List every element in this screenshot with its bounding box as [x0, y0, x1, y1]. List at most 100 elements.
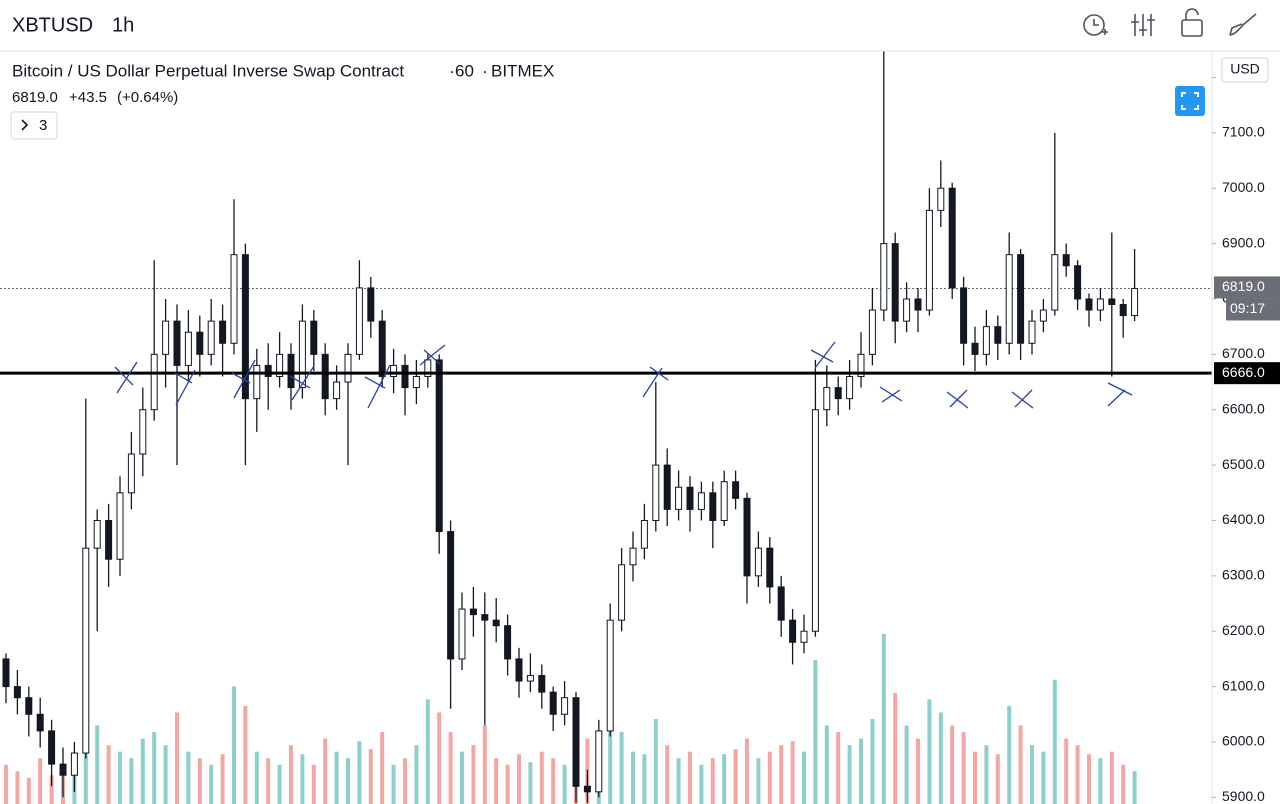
- candle-body: [1005, 254, 1013, 344]
- volume-bar: [1041, 751, 1046, 804]
- volume-bar: [425, 699, 430, 804]
- candle-body: [1028, 320, 1036, 344]
- candle-body: [264, 364, 272, 378]
- volume-bar: [254, 751, 259, 804]
- volume-bar: [904, 725, 909, 804]
- volume-bar: [1087, 754, 1091, 804]
- lock-icon-shackle: [1185, 8, 1199, 20]
- draw-icon[interactable]: [1229, 13, 1257, 36]
- candle-body: [253, 364, 261, 400]
- candle-body: [1039, 309, 1047, 322]
- volume-bar: [802, 751, 806, 804]
- candle-body: [435, 359, 443, 533]
- volume-bar: [950, 725, 955, 804]
- candle-body: [127, 453, 135, 494]
- volume-bar: [1121, 764, 1126, 804]
- last-price-label: 6819.0: [1222, 278, 1265, 294]
- candle-body: [583, 785, 591, 793]
- candle-body: [276, 353, 284, 378]
- currency-box: [1221, 57, 1269, 83]
- legend-title: Bitcoin / US Dollar Perpetual Inverse Sw…: [12, 61, 404, 80]
- candle-body: [720, 481, 728, 521]
- y-tick-label: 6900.0: [1222, 234, 1265, 250]
- candle-body: [606, 619, 614, 732]
- lock-icon[interactable]: [1181, 19, 1203, 37]
- volume-bar: [551, 758, 556, 804]
- candle-body: [914, 298, 922, 311]
- volume-bar: [767, 751, 772, 804]
- candle-body: [36, 713, 44, 732]
- candle-body: [766, 547, 774, 588]
- volume-bar: [175, 712, 179, 804]
- volume-bar: [266, 758, 271, 804]
- volume-bar: [403, 758, 407, 804]
- volume-bar: [414, 745, 419, 804]
- candle-body: [492, 619, 500, 627]
- volume-bar: [699, 764, 704, 804]
- volume-bar: [95, 725, 100, 804]
- candle-body: [401, 364, 409, 389]
- candle-body: [196, 331, 204, 355]
- candle-body: [846, 376, 854, 400]
- plot: [0, 49, 1212, 804]
- countdown-box: [1226, 298, 1280, 321]
- candle-body: [458, 608, 466, 660]
- candle-body: [504, 625, 512, 660]
- last-price-box: [1214, 276, 1280, 299]
- volume-bar: [368, 749, 373, 804]
- volume-bar: [494, 758, 499, 804]
- volume-bar: [836, 732, 841, 804]
- volume-bar: [1075, 745, 1080, 804]
- y-tick-label: 7000.0: [1222, 179, 1265, 195]
- y-tick-label: 6500.0: [1222, 456, 1265, 472]
- volume-bar: [311, 764, 316, 804]
- volume-bar: [209, 764, 214, 804]
- candle-body: [48, 730, 56, 765]
- candle-body: [1131, 287, 1139, 317]
- volume-bar: [847, 745, 852, 804]
- volume-bar: [881, 634, 886, 804]
- candle-body: [447, 531, 455, 660]
- candle-body: [1085, 298, 1093, 311]
- volume-bar: [961, 732, 966, 804]
- volume-bar: [676, 758, 681, 804]
- volume-bar: [4, 764, 8, 804]
- volume-bar: [619, 732, 624, 804]
- candle-body: [823, 387, 831, 411]
- volume-bar: [197, 758, 202, 804]
- settings-icon[interactable]: [1131, 14, 1155, 36]
- volume-bar: [1007, 705, 1012, 804]
- candle-body: [754, 547, 762, 577]
- candle-body: [697, 492, 705, 510]
- volume-bar: [517, 754, 521, 804]
- volume-bar: [448, 732, 453, 804]
- alert-icon[interactable]: [1083, 14, 1105, 36]
- volume-bar: [790, 741, 795, 804]
- candle-body: [1096, 298, 1104, 311]
- volume-bar: [539, 751, 544, 804]
- legend-last: 6819.0: [12, 89, 58, 106]
- candle-body: [960, 287, 968, 344]
- indicators-toggle[interactable]: [10, 111, 58, 140]
- legend-change: +43.5: [69, 89, 107, 106]
- volume-bar: [482, 725, 487, 804]
- candle-body: [777, 586, 785, 621]
- fullscreen-button[interactable]: [1175, 86, 1205, 116]
- candle-body: [82, 547, 90, 754]
- separator: ·: [449, 61, 455, 80]
- symbol[interactable]: XBTUSD: [12, 14, 93, 36]
- fullscreen-bg: [1175, 86, 1205, 116]
- candle-body: [732, 481, 740, 499]
- volume-bar: [710, 758, 715, 804]
- candle-body: [481, 614, 489, 621]
- volume-bar: [391, 764, 396, 804]
- interval[interactable]: 1h: [112, 14, 134, 36]
- volume-bar: [152, 732, 157, 804]
- candle-body: [93, 519, 101, 549]
- volume-bar: [1132, 771, 1137, 804]
- candle-body: [310, 320, 318, 355]
- volume-bar: [323, 738, 328, 804]
- hline-box: [1214, 362, 1280, 385]
- candle-body: [948, 187, 956, 289]
